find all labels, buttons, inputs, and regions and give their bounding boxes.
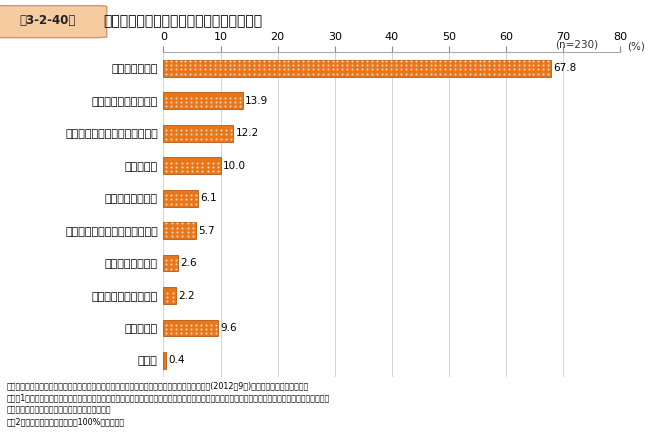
Text: 12.2: 12.2	[235, 128, 259, 138]
Text: 資料：東大阪市「東大阪市住工共生まちづくり条例に関する検討のためのアンケート調査報告書(2012年9月)」より、中小企業庁作成。: 資料：東大阪市「東大阪市住工共生まちづくり条例に関する検討のためのアンケート調査…	[7, 381, 309, 390]
Bar	[163, 190, 198, 207]
Bar	[163, 222, 196, 239]
Text: 13.9: 13.9	[245, 96, 268, 106]
Bar	[163, 157, 221, 174]
Text: 10.0: 10.0	[223, 161, 246, 171]
Text: 5.7: 5.7	[198, 226, 215, 236]
Bar	[163, 255, 178, 271]
Text: 2.2: 2.2	[178, 291, 195, 301]
Bar	[163, 92, 243, 109]
FancyBboxPatch shape	[0, 6, 107, 38]
Text: 9.6: 9.6	[221, 323, 237, 333]
Text: 第3-2-40図: 第3-2-40図	[20, 14, 76, 27]
Text: 2．複数回答のため、合計は100%を超える。: 2．複数回答のため、合計は100%を超える。	[7, 417, 125, 427]
Bar	[163, 125, 233, 142]
Text: 67.8: 67.8	[553, 63, 576, 73]
Text: (n=230): (n=230)	[556, 40, 598, 50]
Bar	[163, 352, 165, 369]
Text: （注）1．東大阪市域の中でも住工の混在がより進展し、住工共生を進める上での課題が多く内在していると考えられる地域を抽出し、そこに立地する: （注）1．東大阪市域の中でも住工の混在がより進展し、住工共生を進める上での課題が…	[7, 393, 330, 402]
Bar	[163, 287, 176, 304]
Text: 製造業事業者に対してアンケートを実施。: 製造業事業者に対してアンケートを実施。	[7, 405, 111, 414]
Text: 6.1: 6.1	[201, 193, 217, 203]
Text: 0.4: 0.4	[168, 355, 185, 365]
Bar	[163, 60, 551, 77]
Bar	[163, 320, 218, 336]
Text: (%): (%)	[627, 42, 645, 52]
Text: 2.6: 2.6	[181, 258, 197, 268]
Text: 東大阪市の製造業事業所の今後の経営方向: 東大阪市の製造業事業所の今後の経営方向	[103, 14, 263, 28]
